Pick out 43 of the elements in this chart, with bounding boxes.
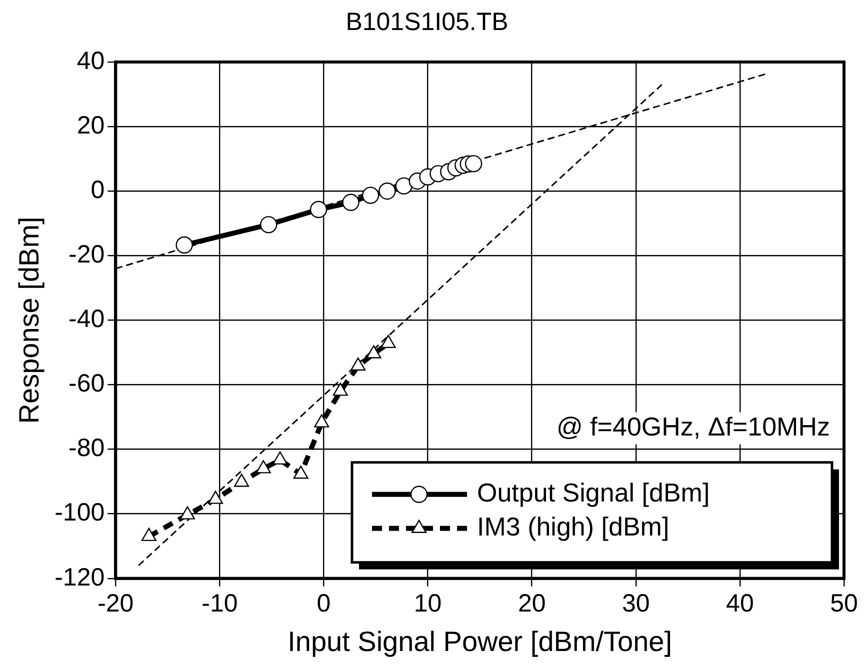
point xyxy=(141,528,156,542)
point xyxy=(310,200,328,218)
point xyxy=(208,490,224,504)
point xyxy=(395,177,412,195)
x-tick-label: 0 xyxy=(316,589,331,618)
x-tick-label: 40 xyxy=(726,589,754,618)
y-tick-label: -120 xyxy=(54,563,105,592)
point xyxy=(332,382,348,396)
point xyxy=(260,216,278,234)
point xyxy=(293,466,308,479)
y-tick-label: -20 xyxy=(68,240,105,269)
point xyxy=(234,474,250,487)
legend-label: IM3 (high) [dBm] xyxy=(477,512,670,542)
x-axis-title: Input Signal Power [dBm/Tone] xyxy=(288,626,672,657)
y-tick-label: 40 xyxy=(76,46,105,75)
point xyxy=(366,345,382,358)
point xyxy=(256,460,271,474)
point xyxy=(362,186,380,204)
point xyxy=(350,357,366,371)
point xyxy=(176,236,193,254)
y-tick-label: 20 xyxy=(76,111,105,140)
x-tick-label: 10 xyxy=(414,589,442,618)
point xyxy=(314,414,330,428)
point xyxy=(272,451,288,465)
point xyxy=(342,194,360,211)
x-tick-label: -20 xyxy=(98,589,134,618)
point xyxy=(464,155,482,172)
y-tick-label: -40 xyxy=(68,305,105,334)
x-tick-label: -10 xyxy=(202,589,238,618)
x-tick-label: 50 xyxy=(830,589,858,618)
y-tick-label: 0 xyxy=(90,176,105,204)
annotation: @ f=40GHz, Δf=10MHz xyxy=(556,412,830,442)
x-tick-label: 30 xyxy=(622,589,650,618)
point xyxy=(378,182,396,200)
y-axis-title: Response [dBm] xyxy=(14,216,45,424)
y-tick-label: -100 xyxy=(54,498,105,527)
y-tick-label: -80 xyxy=(68,434,105,462)
chart-title: B101S1I05.TB xyxy=(346,8,508,36)
y-tick-label: -60 xyxy=(68,370,105,398)
point xyxy=(380,334,396,348)
x-tick-label: 20 xyxy=(518,589,546,618)
point xyxy=(180,506,195,520)
legend-label: Output Signal [dBm] xyxy=(477,478,710,508)
